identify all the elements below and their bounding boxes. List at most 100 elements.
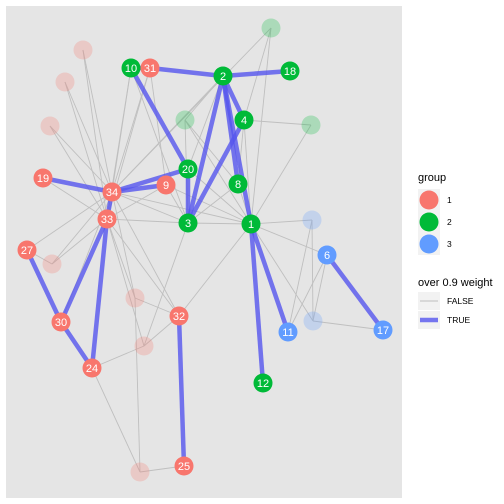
node-f_h bbox=[175, 110, 195, 130]
edges-false-layer bbox=[26, 27, 384, 473]
node-circle-9 bbox=[156, 175, 176, 195]
node-label-19: 19 bbox=[37, 173, 49, 185]
node-label-27: 27 bbox=[21, 245, 33, 257]
node-circle-f_k bbox=[302, 210, 322, 230]
legend-group-key-3: 3 bbox=[418, 233, 452, 255]
node-circle-31 bbox=[140, 58, 160, 78]
node-circle-19 bbox=[33, 168, 53, 188]
node-label-11: 11 bbox=[282, 327, 293, 339]
edge-f_e-f_g bbox=[134, 297, 141, 473]
legend-weight-label: FALSE bbox=[447, 296, 474, 306]
node-circle-f_f bbox=[134, 336, 154, 356]
legend-weight-label: TRUE bbox=[447, 315, 470, 325]
edge-33-f_c bbox=[49, 125, 108, 220]
legend-weight-title: over 0.9 weight bbox=[418, 277, 493, 289]
legend-group-key-1: 1 bbox=[418, 189, 452, 211]
node-circle-27 bbox=[17, 240, 37, 260]
node-circle-f_a bbox=[73, 40, 93, 60]
edge-f_j-4 bbox=[243, 119, 312, 126]
edge-33-30 bbox=[58, 218, 110, 323]
node-label-32: 32 bbox=[173, 311, 185, 323]
edge-f_i-34 bbox=[111, 27, 272, 193]
edge-34-3 bbox=[111, 191, 189, 224]
edge-9-31 bbox=[149, 67, 167, 186]
node-label-33: 33 bbox=[101, 214, 113, 226]
edge-34-f_e bbox=[111, 191, 136, 299]
node-circle-33 bbox=[97, 209, 117, 229]
edge-3-f_f bbox=[143, 222, 189, 347]
edge-1-9 bbox=[165, 184, 252, 225]
legend-group-swatch bbox=[419, 212, 439, 232]
legend-weight-key-false: FALSE bbox=[418, 292, 474, 310]
node-circle-f_d bbox=[42, 254, 62, 274]
node-32: 32 bbox=[169, 306, 189, 326]
edge-2-f_h bbox=[184, 75, 224, 121]
legend-group-swatch bbox=[419, 234, 439, 254]
node-34: 34 bbox=[102, 182, 122, 202]
node-33: 33 bbox=[97, 209, 117, 229]
edge-33-f_e bbox=[106, 218, 136, 299]
node-circle-18 bbox=[280, 61, 300, 81]
node-circle-f_h bbox=[175, 110, 195, 130]
node-circle-f_b bbox=[55, 72, 75, 92]
node-18: 18 bbox=[280, 61, 300, 81]
node-f_a bbox=[73, 40, 93, 60]
node-label-8: 8 bbox=[235, 179, 241, 191]
edge-2-18 bbox=[222, 68, 291, 79]
node-f_e bbox=[125, 288, 145, 308]
edge-27-30 bbox=[24, 249, 64, 323]
node-circle-24 bbox=[82, 358, 102, 378]
node-27: 27 bbox=[17, 240, 37, 260]
legend-weight-key-true: TRUE bbox=[418, 311, 470, 329]
node-f_k bbox=[302, 210, 322, 230]
edge-2-3 bbox=[185, 75, 226, 224]
edge-32-25 bbox=[176, 315, 187, 467]
node-circle-4 bbox=[234, 110, 254, 130]
edge-10-20 bbox=[129, 66, 190, 171]
legend-group-keys: 1 2 3 bbox=[418, 189, 452, 255]
node-25: 25 bbox=[174, 456, 194, 476]
edge-2-1 bbox=[220, 75, 254, 225]
edge-10-3 bbox=[130, 67, 189, 224]
node-circle-f_c bbox=[40, 116, 60, 136]
edge-1-6 bbox=[250, 223, 328, 256]
legend-group-key-2: 2 bbox=[418, 211, 452, 233]
node-circle-17 bbox=[373, 320, 393, 340]
edge-1-3 bbox=[187, 222, 252, 225]
node-circle-34 bbox=[102, 182, 122, 202]
node-2: 2 bbox=[213, 66, 233, 86]
legend-group-swatch bbox=[419, 190, 439, 210]
node-circle-2 bbox=[213, 66, 233, 86]
edge-4-3 bbox=[186, 118, 246, 225]
edge-33-24 bbox=[89, 218, 110, 369]
node-1: 1 bbox=[241, 214, 261, 234]
edge-34-f_a bbox=[82, 49, 113, 193]
edge-34-32 bbox=[111, 191, 180, 317]
node-20: 20 bbox=[178, 159, 198, 179]
node-f_l bbox=[303, 311, 323, 331]
node-circle-f_j bbox=[301, 115, 321, 135]
node-10: 10 bbox=[121, 58, 141, 78]
edge-3-8 bbox=[187, 183, 239, 224]
node-label-4: 4 bbox=[241, 115, 247, 127]
edge-1-f_i bbox=[250, 27, 272, 225]
edge-1-32 bbox=[178, 223, 252, 317]
node-f_c bbox=[40, 116, 60, 136]
node-17: 17 bbox=[373, 320, 393, 340]
node-circle-12 bbox=[253, 373, 273, 393]
edge-33-3 bbox=[106, 218, 189, 224]
edge-1-f_k bbox=[250, 219, 313, 225]
node-label-2: 2 bbox=[220, 71, 226, 83]
node-label-30: 30 bbox=[55, 317, 67, 329]
node-f_d bbox=[42, 254, 62, 274]
edge-33-f_d bbox=[51, 218, 108, 265]
node-circle-f_i bbox=[261, 18, 281, 38]
edge-34-f_b bbox=[64, 81, 113, 193]
legend-group-label: 2 bbox=[447, 217, 452, 227]
edge-4-8 bbox=[237, 119, 245, 185]
node-label-17: 17 bbox=[377, 325, 389, 337]
node-12: 12 bbox=[253, 373, 273, 393]
legend: group 1 2 3 over 0.9 weight FALSE TRUE bbox=[418, 172, 493, 329]
node-24: 24 bbox=[82, 358, 102, 378]
edge-33-9 bbox=[106, 184, 167, 220]
